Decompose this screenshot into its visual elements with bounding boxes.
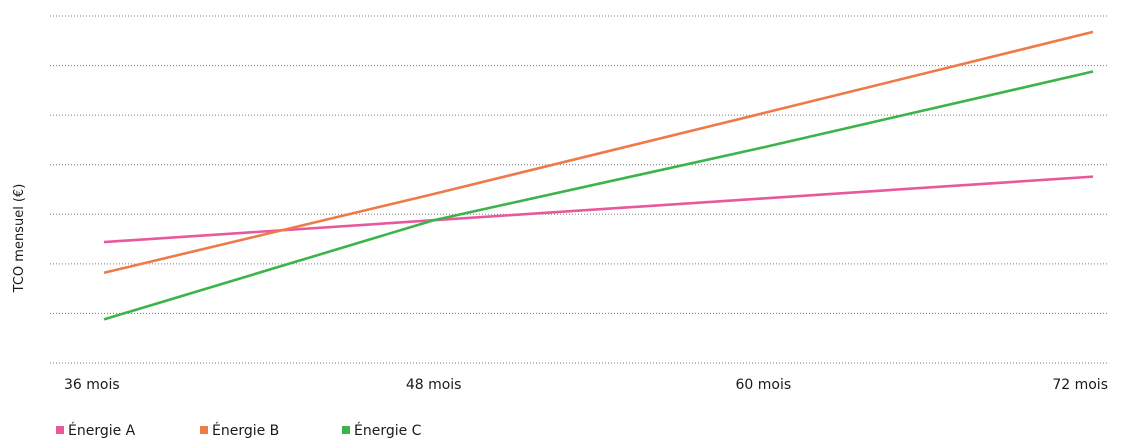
- y-axis-label: TCO mensuel (€): [12, 184, 27, 294]
- x-tick-label: 60 mois: [736, 377, 792, 393]
- series-lines: [103, 30, 1094, 321]
- series-line-3: [103, 70, 1094, 321]
- series-line-1: [103, 175, 1094, 244]
- legend-item: Énergie C: [342, 422, 422, 439]
- legend-item: Énergie B: [200, 422, 279, 439]
- legend-label: Énergie B: [212, 422, 279, 439]
- legend-swatch: [200, 426, 208, 434]
- grid-lines: [50, 15, 1108, 364]
- legend-swatch: [56, 426, 64, 434]
- series-line-2: [103, 30, 1094, 275]
- legend-swatch: [342, 426, 350, 434]
- x-tick-label: 36 mois: [64, 377, 120, 393]
- legend-item: Énergie A: [56, 422, 136, 439]
- x-tick-label: 48 mois: [406, 377, 462, 393]
- x-tick-label: 72 mois: [1052, 377, 1108, 393]
- legend-label: Énergie C: [354, 422, 422, 439]
- x-axis-ticks: 36 mois 48 mois 60 mois 72 mois: [64, 377, 1108, 393]
- legend: Énergie A Énergie B Énergie C: [56, 422, 422, 439]
- legend-label: Énergie A: [68, 422, 136, 439]
